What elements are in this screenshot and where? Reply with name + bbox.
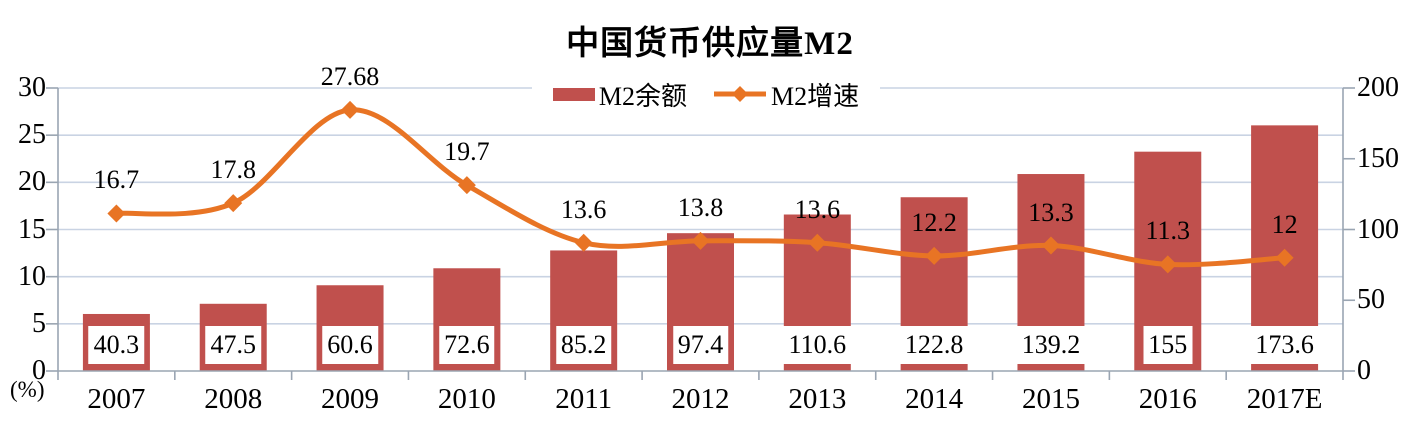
bar-value-label: 85.2 xyxy=(555,326,612,364)
line-value-label: 11.3 xyxy=(1145,216,1191,246)
line-marker-diamond-icon xyxy=(1041,236,1060,255)
bar-value-label: 60.6 xyxy=(322,326,378,364)
x-axis-category-label: 2014 xyxy=(905,383,964,415)
line-marker-diamond-icon xyxy=(691,231,710,250)
left-axis-tick-label: 5 xyxy=(32,307,46,339)
line-series-swatch-icon xyxy=(714,86,766,102)
bar-value-label: 40.3 xyxy=(88,326,145,364)
left-axis-unit-label: (%) xyxy=(10,377,45,402)
left-axis-tick-label: 30 xyxy=(18,72,46,103)
line-m2-growth xyxy=(113,107,1288,268)
chart-legend: M2余额 M2增速 xyxy=(532,74,880,114)
line-value-label: 12.2 xyxy=(911,207,957,237)
line-marker-diamond-icon xyxy=(224,194,243,213)
legend-item-m2-growth: M2增速 xyxy=(713,76,859,113)
bar-value-label: 72.6 xyxy=(439,326,495,364)
line-value-label: 13.6 xyxy=(560,194,607,224)
bar-value-label: 110.6 xyxy=(783,326,852,364)
line-value-label: 13.3 xyxy=(1028,197,1074,227)
x-axis-category-label: 2016 xyxy=(1138,383,1197,415)
x-axis-category-label: 2012 xyxy=(671,383,730,415)
x-axis-category-label: 2007 xyxy=(87,383,146,415)
line-marker-diamond-icon xyxy=(1275,248,1294,267)
line-marker-diamond-icon xyxy=(1158,255,1177,274)
left-axis-tick-label: 10 xyxy=(18,260,46,292)
bar-value-label: 122.8 xyxy=(899,326,969,364)
line-marker-diamond-icon xyxy=(808,233,827,252)
right-axis-tick-label: 0 xyxy=(1357,355,1371,386)
line-marker-diamond-icon xyxy=(107,204,126,223)
line-value-label: 27.68 xyxy=(320,61,380,91)
left-axis-tick-label: 20 xyxy=(18,166,46,198)
left-axis-tick-label: 15 xyxy=(18,213,46,245)
bar-value-label: 97.4 xyxy=(672,326,729,364)
right-axis-tick-label: 150 xyxy=(1357,142,1399,174)
line-value-label: 12 xyxy=(1271,209,1298,239)
line-marker-diamond-icon xyxy=(925,246,944,265)
line-marker-diamond-icon xyxy=(457,176,476,195)
right-axis-tick-label: 50 xyxy=(1357,284,1385,316)
right-axis-tick-label: 100 xyxy=(1357,213,1399,245)
legend-line-label: M2增速 xyxy=(771,81,860,111)
line-value-label: 16.7 xyxy=(93,165,140,195)
x-axis-category-label: 2010 xyxy=(437,383,496,415)
left-axis-tick-label: 0 xyxy=(32,355,46,386)
x-axis-category-label: 2008 xyxy=(204,383,263,415)
bar-value-label: 173.6 xyxy=(1250,326,1319,364)
legend-item-m2-balance: M2余额 xyxy=(552,76,687,113)
line-marker-diamond-icon xyxy=(574,233,593,252)
x-axis-category-label: 2009 xyxy=(321,383,380,415)
x-axis-category-label: 2011 xyxy=(555,383,613,415)
bar-value-label: 155 xyxy=(1143,326,1193,364)
x-axis-category-label: 2017E xyxy=(1246,383,1323,415)
line-value-label: 19.7 xyxy=(444,137,490,167)
right-axis-tick-label: 200 xyxy=(1357,72,1399,103)
bar-series-swatch-icon xyxy=(552,87,595,101)
line-value-label: 13.8 xyxy=(677,192,724,222)
bar-value-label: 47.5 xyxy=(205,326,261,364)
left-axis-tick-label: 25 xyxy=(18,119,46,151)
chart-title: 中国货币供应量M2 xyxy=(566,26,854,62)
x-axis-category-label: 2013 xyxy=(788,383,847,415)
line-value-label: 17.8 xyxy=(210,155,256,185)
line-marker-diamond-icon xyxy=(341,100,360,119)
legend-bar-label: M2余额 xyxy=(598,81,687,111)
bar-value-label: 139.2 xyxy=(1016,326,1086,364)
x-axis-category-label: 2015 xyxy=(1021,383,1080,415)
line-value-label: 13.6 xyxy=(794,194,841,224)
